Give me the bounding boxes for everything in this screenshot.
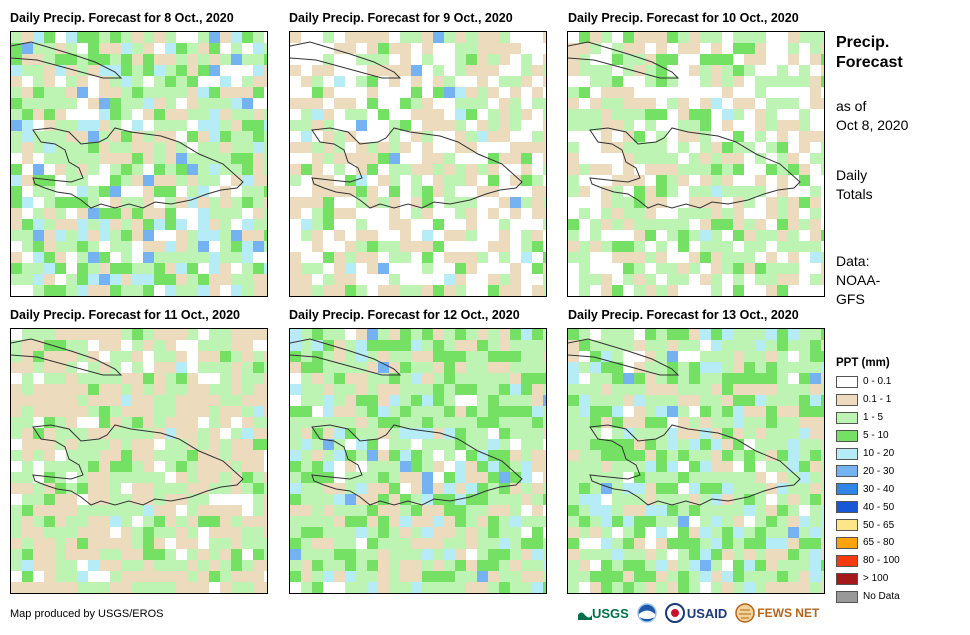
legend-item: 30 - 40 (836, 480, 900, 498)
legend-label: 1 - 5 (863, 412, 884, 424)
usaid-seal-icon (664, 603, 685, 623)
legend-swatch (836, 465, 858, 478)
legend-label: 10 - 20 (863, 448, 895, 459)
data-source-line1: Data: (836, 253, 870, 269)
usaid-logo: USAID (664, 603, 728, 623)
legend-swatch (836, 447, 858, 460)
noaa-logo (637, 603, 657, 623)
legend-item: 0 - 0.1 (836, 373, 900, 391)
forecast-map-5 (289, 328, 547, 594)
legend-item: 1 - 5 (836, 409, 900, 427)
legend-label: 5 - 10 (863, 430, 889, 442)
as-of-block: as of Oct 8, 2020 (836, 97, 908, 135)
legend-swatch (836, 375, 858, 388)
panel-title-3: Daily Precip. Forecast for 10 Oct., 2020 (568, 11, 799, 25)
legend-swatch (836, 536, 858, 549)
legend-swatch (836, 393, 858, 406)
forecast-map-1 (10, 31, 268, 297)
legend-label: 20 - 30 (863, 465, 895, 477)
fewsnet-globe-icon (735, 603, 756, 623)
legend-item: 40 - 50 (836, 498, 900, 516)
legend-item: No Data (836, 588, 900, 606)
legend-swatch (836, 519, 858, 532)
panel-title-1: Daily Precip. Forecast for 8 Oct., 2020 (10, 11, 234, 25)
legend-label: 40 - 50 (863, 501, 895, 513)
legend-label: 80 - 100 (863, 555, 900, 567)
totals-block: Daily Totals (836, 166, 873, 204)
legend-label: 30 - 40 (863, 483, 895, 495)
legend-item: 80 - 100 (836, 552, 900, 570)
panel-title-6: Daily Precip. Forecast for 13 Oct., 2020 (568, 308, 799, 322)
data-source-line2: NOAA- (836, 272, 881, 288)
side-title: Precip. Forecast (836, 33, 903, 73)
side-title-line2: Forecast (836, 54, 903, 71)
legend-item: 5 - 10 (836, 427, 900, 445)
forecast-map-4 (10, 328, 268, 594)
legend-swatch (836, 590, 858, 603)
legend-label: 0 - 0.1 (863, 376, 892, 388)
legend-label: 65 - 80 (863, 537, 895, 549)
legend-item: 20 - 30 (836, 462, 900, 480)
legend-swatch (836, 554, 858, 567)
legend-item: 0.1 - 1 (836, 391, 900, 409)
as-of-date: Oct 8, 2020 (836, 117, 909, 133)
legend-label: 50 - 65 (863, 519, 895, 531)
legend-item: 10 - 20 (836, 445, 900, 463)
panel-title-2: Daily Precip. Forecast for 9 Oct., 2020 (289, 11, 513, 25)
data-source-line3: GFS (836, 291, 865, 307)
legend-swatch (836, 483, 858, 496)
fewsnet-logo-text: FEWS NET (757, 606, 820, 620)
legend-swatch (836, 429, 858, 442)
legend-item: > 100 (836, 570, 900, 588)
as-of-label: as of (836, 98, 867, 114)
forecast-map-6 (567, 328, 825, 594)
legend-item: 50 - 65 (836, 516, 900, 534)
legend-item: 65 - 80 (836, 534, 900, 552)
legend-label: > 100 (863, 573, 889, 585)
legend-swatch (836, 411, 858, 424)
legend-label: 0.1 - 1 (863, 394, 892, 406)
precip-legend: PPT (mm) 0 - 0.1 0.1 - 1 1 - 5 5 - 10 10 - 2… (836, 357, 900, 606)
totals-line2: Totals (836, 186, 873, 202)
usaid-logo-text: USAID (686, 605, 728, 621)
map-credit: Map produced by USGS/EROS (10, 608, 164, 620)
side-title-line1: Precip. (836, 34, 890, 51)
logo-strip: USGS USAID FEWS NET (578, 603, 819, 623)
data-source-block: Data: NOAA- GFS (836, 252, 880, 309)
usgs-logo: USGS (578, 606, 629, 621)
legend-swatch (836, 501, 858, 514)
legend-title: PPT (mm) (836, 357, 890, 369)
usgs-wave-icon (578, 612, 592, 620)
legend-swatch (836, 572, 858, 585)
legend-label: No Data (863, 591, 900, 603)
totals-line1: Daily (836, 167, 868, 183)
forecast-map-3 (567, 31, 825, 297)
panel-title-4: Daily Precip. Forecast for 11 Oct., 2020 (10, 308, 240, 322)
fewsnet-logo: FEWS NET (735, 603, 819, 623)
panel-title-5: Daily Precip. Forecast for 12 Oct., 2020 (289, 308, 520, 322)
usgs-logo-text: USGS (592, 605, 629, 621)
forecast-map-2 (289, 31, 547, 297)
